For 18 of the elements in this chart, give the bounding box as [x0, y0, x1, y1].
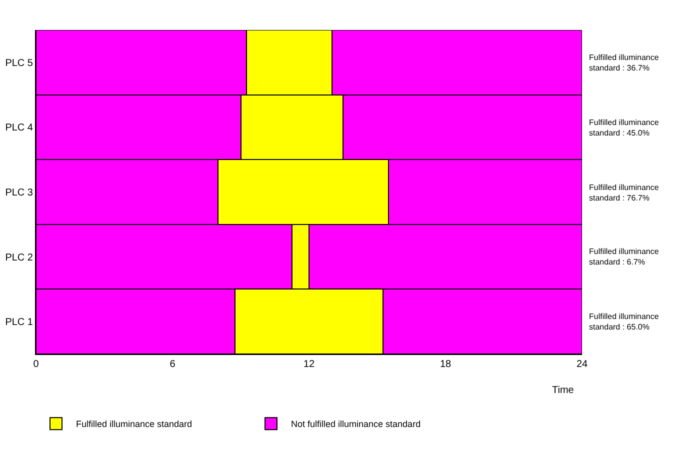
x-tick-label: 12	[303, 359, 315, 370]
x-tick-label: 24	[576, 359, 588, 370]
text: Fulfilled illuminance standard : 65.0%	[589, 312, 660, 332]
y-tick-label: PLC 2	[5, 252, 34, 264]
y-tick-label: PLC 1	[5, 317, 34, 328]
legend-label: Fulfilled illuminance standard	[76, 419, 192, 430]
x-tick-label: 18	[440, 359, 452, 370]
x-tick-label: 0	[33, 359, 40, 370]
x-tick-label: 6	[170, 359, 176, 370]
text: Fulfilled illuminance standard : 76.7%	[589, 183, 660, 202]
text: Fulfilled illuminance standard : 45.0%	[589, 118, 660, 138]
legend-label: Not fulfilled illuminance standard	[291, 419, 421, 430]
y-tick-label: PLC 5	[5, 58, 34, 69]
text: Fulfilled illuminance standard : 36.7%	[589, 53, 660, 72]
y-tick-label: PLC 4	[5, 122, 34, 134]
text: Fulfilled illuminance standard : 6.7%	[589, 247, 660, 266]
x-axis-title: Time	[552, 385, 574, 396]
y-tick-label: PLC 3	[5, 188, 34, 198]
